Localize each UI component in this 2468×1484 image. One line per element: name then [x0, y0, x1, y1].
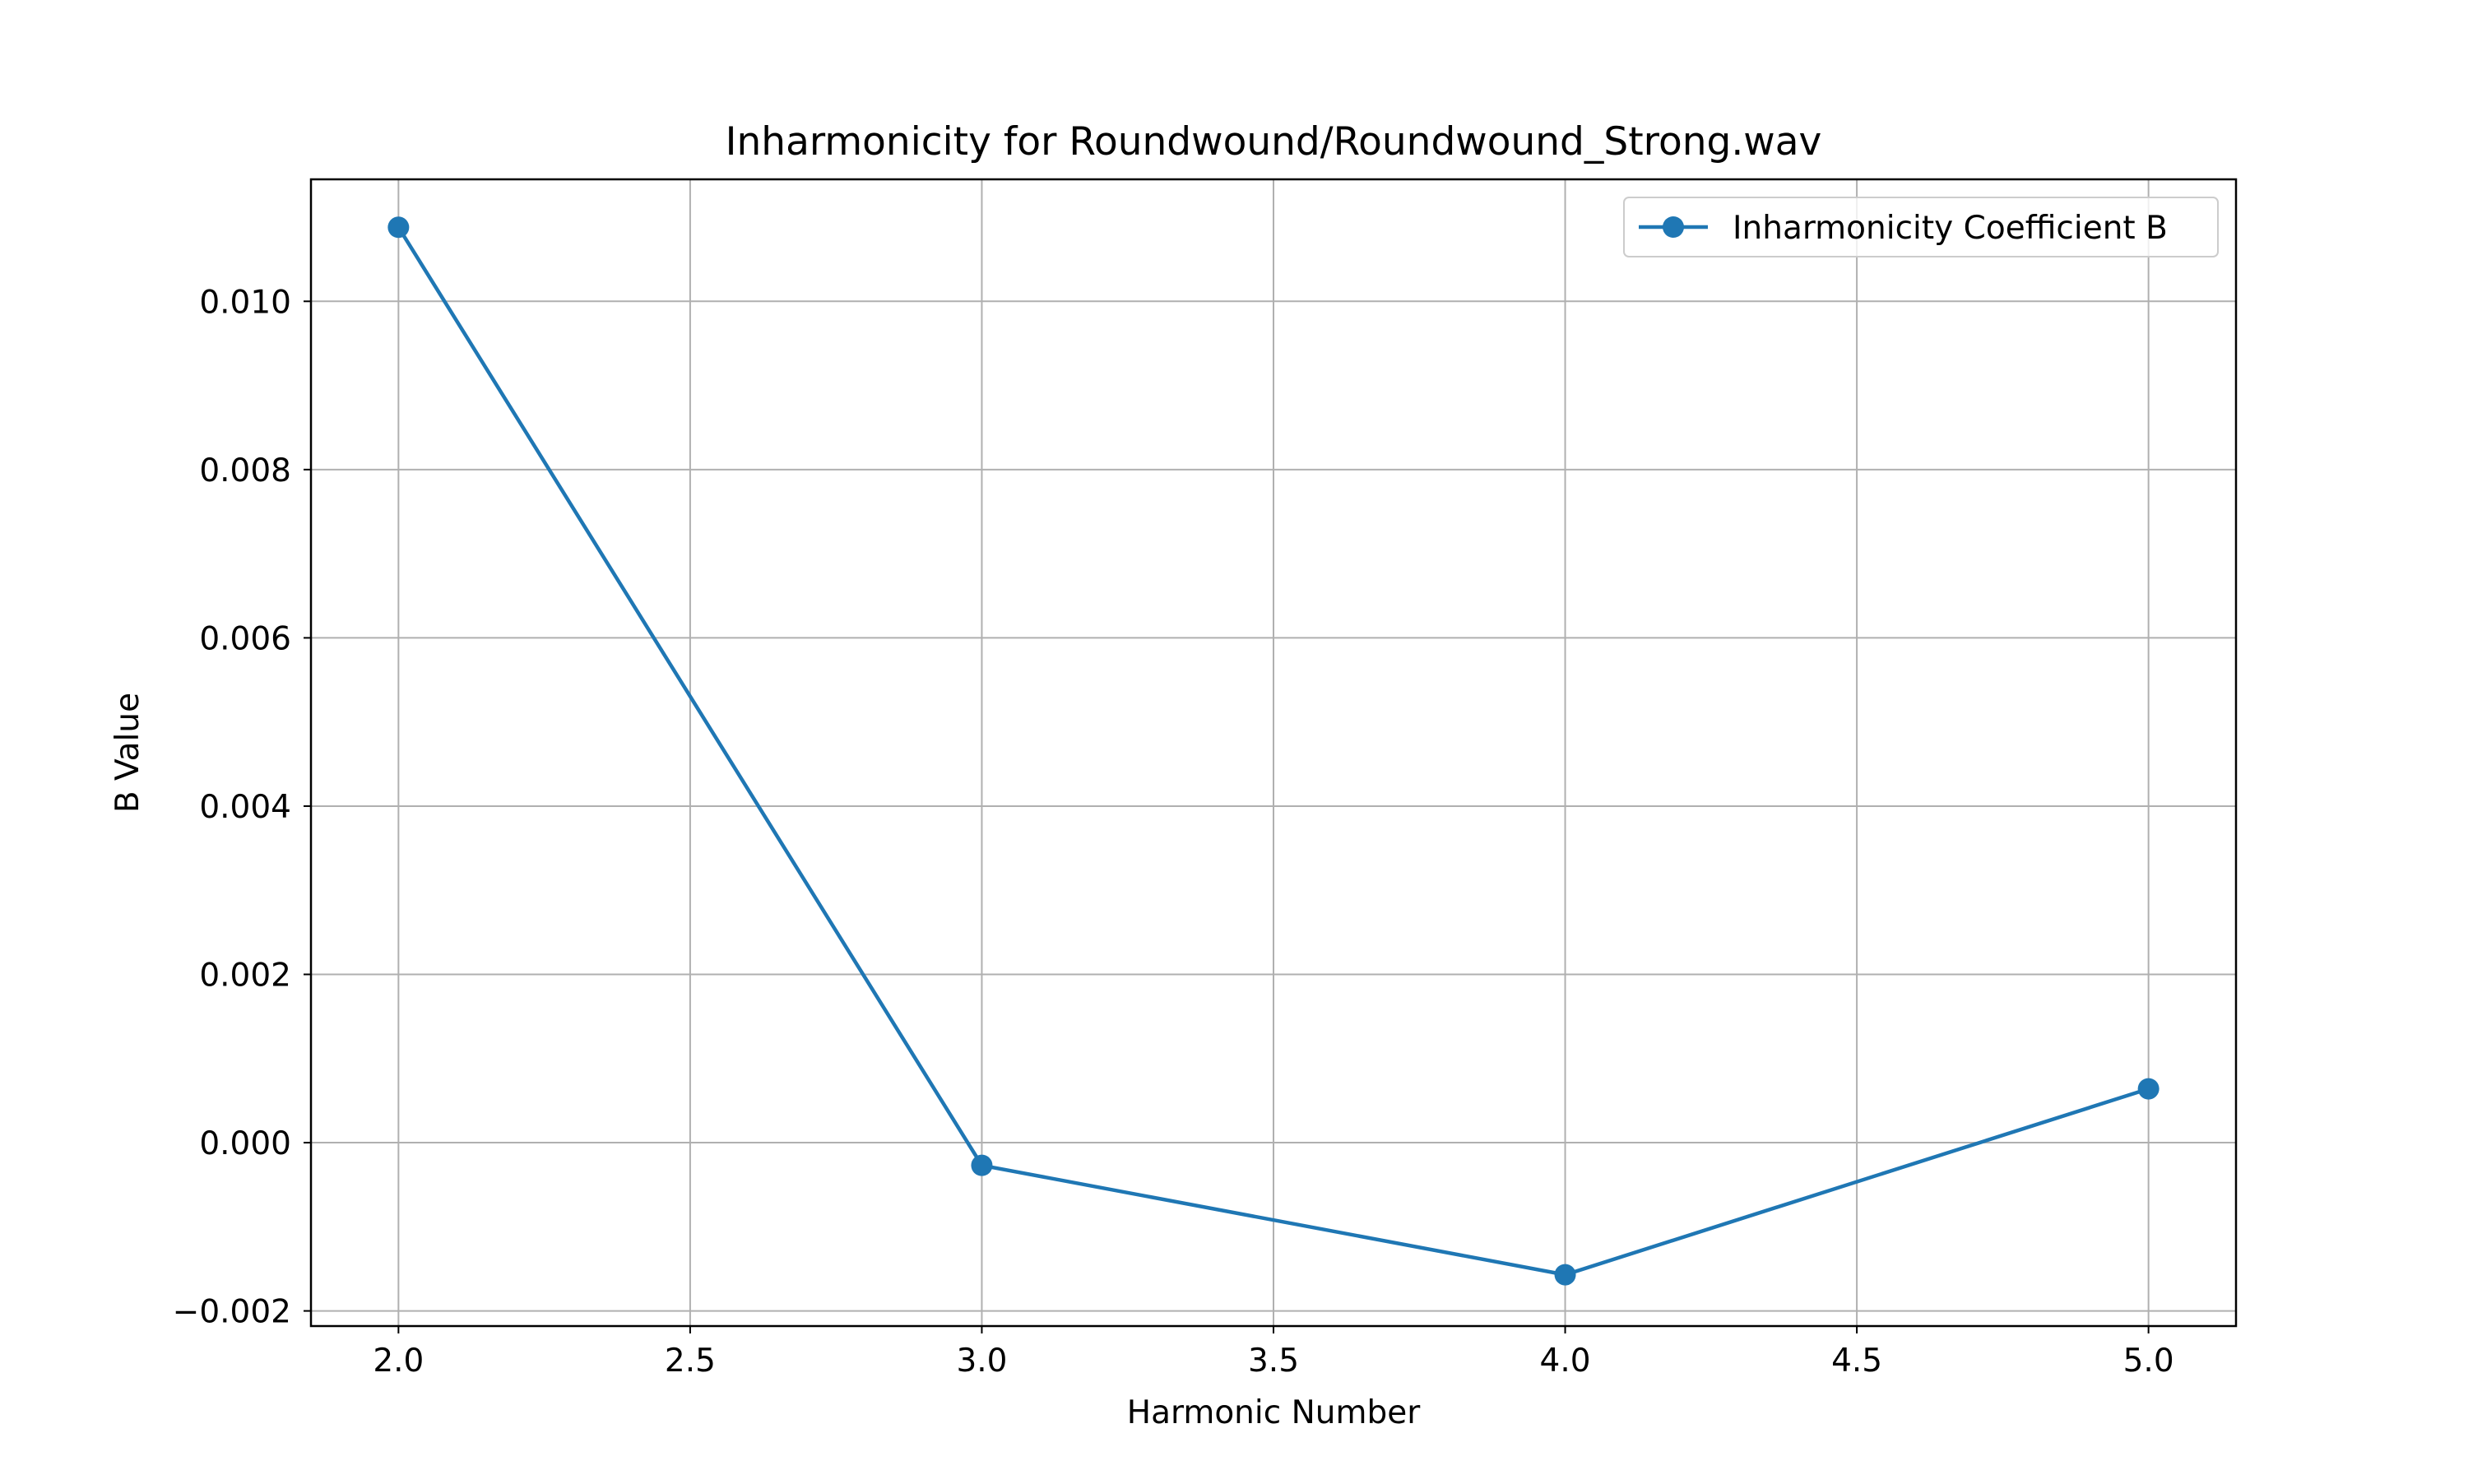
y-tick-label: 0.004: [199, 789, 291, 826]
legend-marker-swatch: [1663, 216, 1684, 238]
chart-title: Inharmonicity for Roundwound/Roundwound_…: [726, 119, 1822, 165]
x-tick-label: 2.0: [373, 1343, 424, 1380]
grid: [311, 179, 2236, 1326]
legend: Inharmonicity Coefficient B: [1623, 197, 2219, 257]
data-point: [387, 216, 410, 239]
y-ticks: −0.002 0.000 0.002 0.004 0.006 0.008 0.010: [173, 284, 311, 1331]
x-tick-label: 4.5: [1831, 1343, 1882, 1380]
series-layer: [387, 216, 2160, 1286]
data-point: [971, 1154, 993, 1176]
x-ticks: 2.0 2.5 3.0 3.5 4.0 4.5 5.0: [373, 1326, 2174, 1380]
x-tick-label: 5.0: [2123, 1343, 2174, 1380]
data-point: [1554, 1264, 1576, 1286]
x-tick-label: 3.5: [1248, 1343, 1299, 1380]
x-tick-label: 2.5: [665, 1343, 716, 1380]
y-tick-label: −0.002: [173, 1294, 291, 1331]
legend-label: Inharmonicity Coefficient B: [1733, 210, 2168, 247]
y-axis-label: B Value: [109, 693, 146, 813]
y-tick-label: 0.002: [199, 957, 291, 994]
x-tick-label: 3.0: [956, 1343, 1007, 1380]
y-tick-label: 0.008: [199, 452, 291, 489]
legend-box: [1623, 197, 2219, 257]
series-line: [397, 225, 2150, 1277]
x-axis-label: Harmonic Number: [1127, 1394, 1421, 1431]
y-tick-label: 0.010: [199, 284, 291, 321]
data-point: [2137, 1078, 2160, 1100]
y-tick-label: 0.006: [199, 620, 291, 657]
y-tick-label: 0.000: [199, 1125, 291, 1162]
x-tick-label: 4.0: [1540, 1343, 1591, 1380]
